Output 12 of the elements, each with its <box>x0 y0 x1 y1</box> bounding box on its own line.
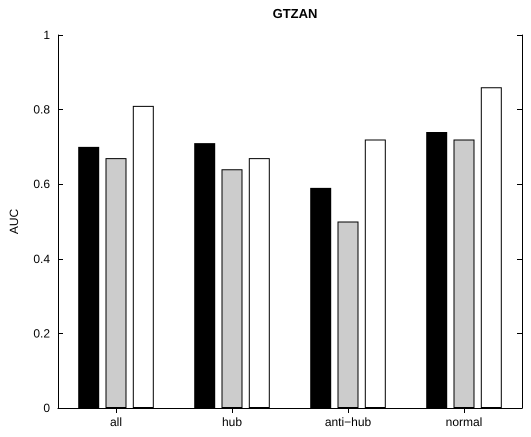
x-tick-label: hub <box>222 415 242 429</box>
y-tick-label: 0.6 <box>33 177 50 192</box>
chart-title: GTZAN <box>272 6 318 21</box>
y-tick-label: 0 <box>43 401 50 415</box>
x-tick-label: all <box>110 415 122 429</box>
x-tick-label: anti−hub <box>324 415 372 429</box>
y-tick-label: 0.4 <box>33 252 50 266</box>
y-axis-title: AUC <box>7 208 21 234</box>
y-tick-label: 0.2 <box>33 326 50 340</box>
y-tick-label: 0.8 <box>33 102 50 117</box>
x-tick-label: normal <box>446 415 482 429</box>
y-tick-label: 1 <box>43 28 50 42</box>
